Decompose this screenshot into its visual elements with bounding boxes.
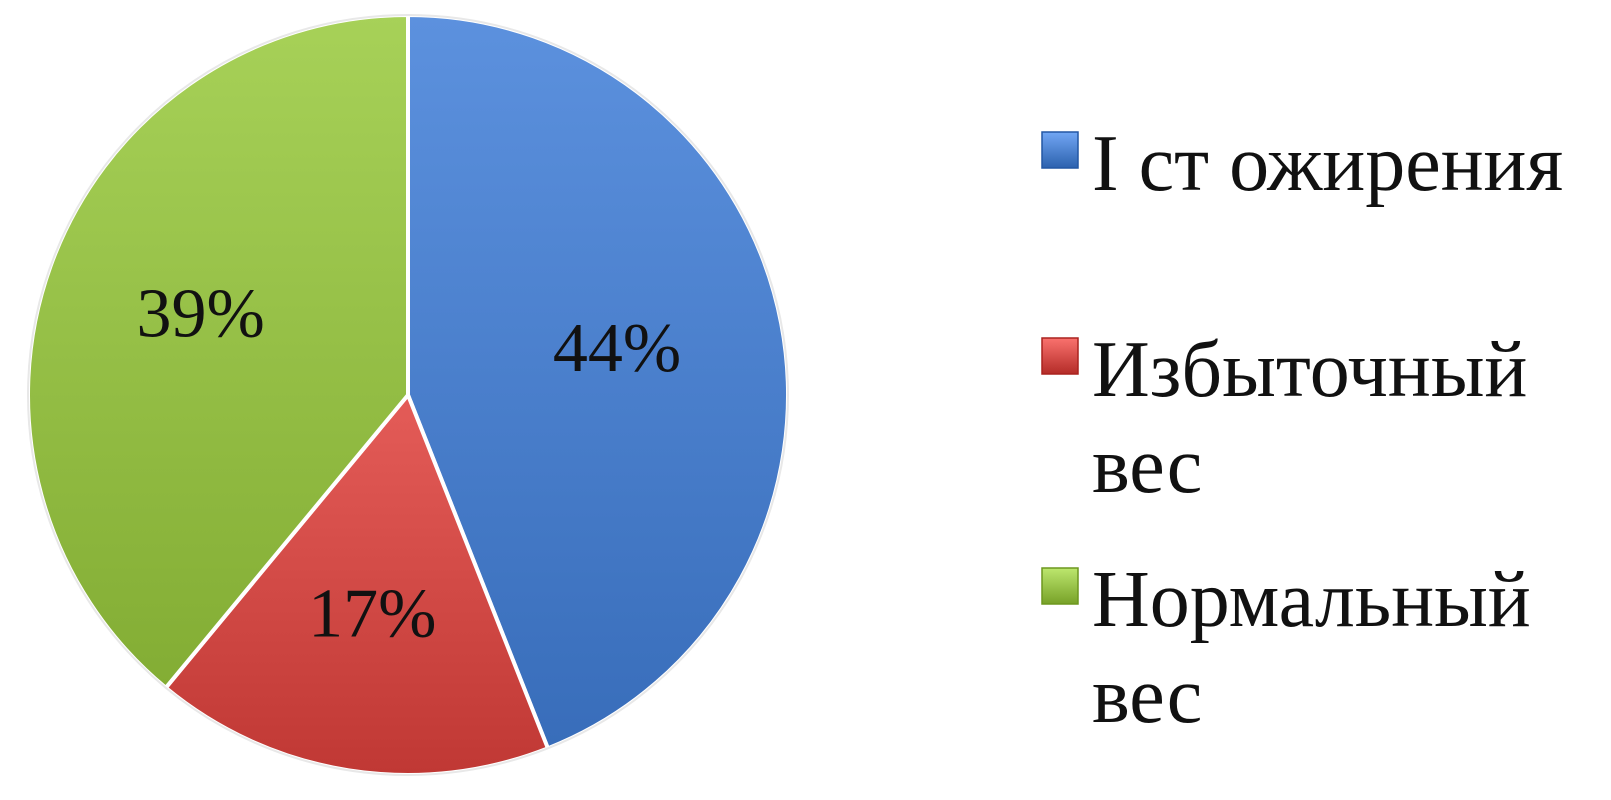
legend-label-2-line-2: вес <box>1092 422 1202 510</box>
legend-label-3-line-2: вес <box>1092 652 1202 740</box>
legend-swatch-1 <box>1041 131 1079 169</box>
legend-item-1: I ст ожирения <box>1041 120 1563 208</box>
slice-label-3: 39% <box>136 275 264 352</box>
slice-label-1: 44% <box>553 310 681 387</box>
legend-label-2-line-1: Избыточный <box>1092 326 1527 414</box>
legend-label-1-line-1: I ст ожирения <box>1092 120 1563 208</box>
pie-data-labels: 44% 17% 39% <box>136 275 681 652</box>
pie-outline <box>27 14 789 776</box>
legend-label-3-line-1: Нормальный <box>1092 556 1531 644</box>
slice-label-2: 17% <box>308 575 436 652</box>
legend-swatch-3 <box>1041 567 1079 605</box>
pie-slices <box>26 13 790 777</box>
legend-swatch-2 <box>1041 337 1079 375</box>
